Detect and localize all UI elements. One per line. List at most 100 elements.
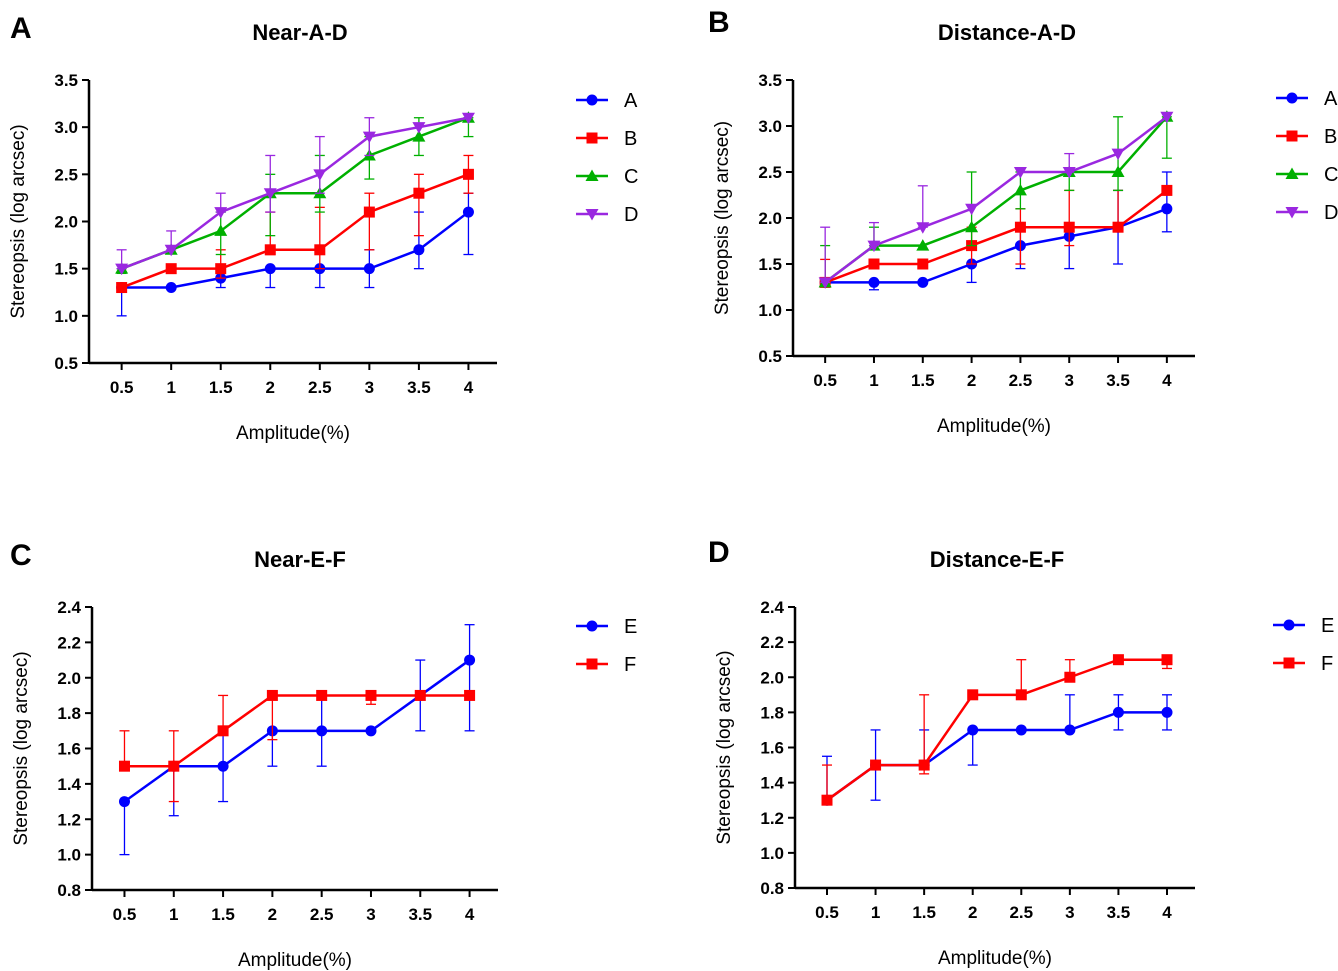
x-tick-label: 4 (1162, 903, 1172, 922)
panel-letter: C (10, 539, 32, 572)
y-tick-label: 2.0 (758, 209, 782, 228)
series-line (121, 211, 470, 289)
y-tick-label: 1.6 (57, 740, 81, 759)
data-point (462, 168, 474, 180)
legend-label: E (624, 616, 637, 638)
legend-label: B (624, 128, 637, 150)
data-point (365, 725, 377, 737)
x-tick-label: 1 (871, 903, 880, 922)
x-tick-label: 3 (1064, 371, 1073, 390)
data-point (867, 240, 881, 253)
y-tick-label: 2.5 (758, 163, 782, 182)
data-point (821, 794, 833, 806)
series-b (116, 154, 474, 294)
legend-label: B (1324, 126, 1337, 148)
x-tick-label: 2 (967, 371, 976, 390)
data-point (413, 187, 425, 199)
data-point (264, 263, 276, 275)
y-axis-label: Stereopsis (log arcsec) (712, 121, 733, 315)
x-tick-label: 2.5 (310, 905, 334, 924)
x-tick-label: 1.5 (209, 378, 233, 397)
x-tick-label: 2.5 (308, 378, 332, 397)
x-tick-label: 2 (268, 905, 277, 924)
data-point (413, 244, 425, 256)
legend-label: D (624, 204, 638, 226)
x-tick-label: 1.5 (912, 903, 936, 922)
x-tick-label: 0.5 (813, 371, 837, 390)
data-point (363, 263, 375, 275)
y-tick-label: 1.6 (760, 739, 784, 758)
y-tick-label: 2.5 (54, 165, 78, 184)
data-point (1014, 221, 1026, 233)
data-point (1013, 183, 1027, 196)
data-point (868, 276, 880, 288)
y-tick-label: 2.2 (57, 633, 81, 652)
data-point (313, 169, 327, 181)
y-tick-label: 1.8 (760, 703, 784, 722)
data-point (263, 188, 277, 200)
data-point (1063, 221, 1075, 233)
data-point (916, 222, 930, 234)
chart-panel-d: D Distance-E-F 0.8 1.0 1.2 1.4 1.6 1.8 2.0 2.2 2.4… (708, 536, 1334, 969)
data-point (464, 654, 476, 666)
series-f (821, 654, 1173, 806)
y-axis-label: Stereopsis (log arcsec) (714, 650, 735, 844)
x-tick-label: 0.5 (815, 903, 839, 922)
x-tick-label: 1 (166, 378, 175, 397)
x-tick-label: 1.5 (911, 371, 935, 390)
x-tick-label: 2.5 (1009, 903, 1033, 922)
data-point (214, 224, 228, 236)
chart-title: Near-E-F (254, 547, 346, 572)
data-point (1062, 167, 1076, 179)
y-tick-label: 0.5 (758, 347, 782, 366)
legend: EF (1273, 615, 1334, 675)
data-point (164, 244, 178, 257)
data-point (461, 112, 475, 125)
x-axis-label: Amplitude(%) (937, 416, 1051, 437)
series-line (824, 115, 1168, 284)
panel-letter: B (708, 6, 730, 39)
data-point (214, 207, 228, 219)
data-point (965, 203, 979, 216)
data-point (363, 206, 375, 218)
series-line (824, 189, 1168, 284)
y-tick-label: 2.0 (54, 213, 78, 232)
x-tick-label: 3.5 (1107, 903, 1131, 922)
data-point (917, 276, 929, 288)
series-line (123, 659, 471, 803)
data-point (1112, 706, 1124, 718)
data-point (1161, 706, 1173, 718)
y-tick-label: 1.8 (57, 704, 81, 723)
legend-label: C (1324, 164, 1338, 186)
y-tick-label: 1.2 (760, 809, 784, 828)
legend-marker (585, 169, 599, 181)
y-tick-label: 2.4 (57, 598, 81, 617)
x-tick-label: 4 (1162, 371, 1172, 390)
x-tick-label: 3 (365, 378, 374, 397)
series-a (116, 192, 474, 317)
data-point (412, 122, 426, 134)
y-tick-label: 1.2 (57, 810, 81, 829)
data-point (165, 263, 177, 275)
series-f (118, 689, 476, 803)
data-point (217, 760, 229, 772)
data-point (215, 263, 227, 275)
y-tick-label: 0.8 (57, 881, 81, 900)
series-b (819, 184, 1173, 288)
y-tick-label: 0.8 (760, 879, 784, 898)
chart-panel-c: C Near-E-F 0.8 1.0 1.2 1.4 1.6 1.8 2.0 2.2 2.4 0.5 1… (10, 539, 637, 971)
y-tick-label: 1.0 (57, 846, 81, 865)
data-point (414, 689, 426, 701)
x-tick-label: 0.5 (110, 378, 134, 397)
data-point (1112, 654, 1124, 666)
data-point (316, 725, 328, 737)
series-line (121, 116, 469, 270)
series-d (818, 111, 1174, 289)
legend-marker (1286, 130, 1298, 142)
series-line (826, 711, 1167, 802)
data-point (870, 759, 882, 771)
legend-marker (586, 658, 598, 670)
y-tick-label: 1.0 (758, 301, 782, 320)
chart-title: Distance-E-F (930, 547, 1064, 572)
series-line (825, 207, 1168, 284)
